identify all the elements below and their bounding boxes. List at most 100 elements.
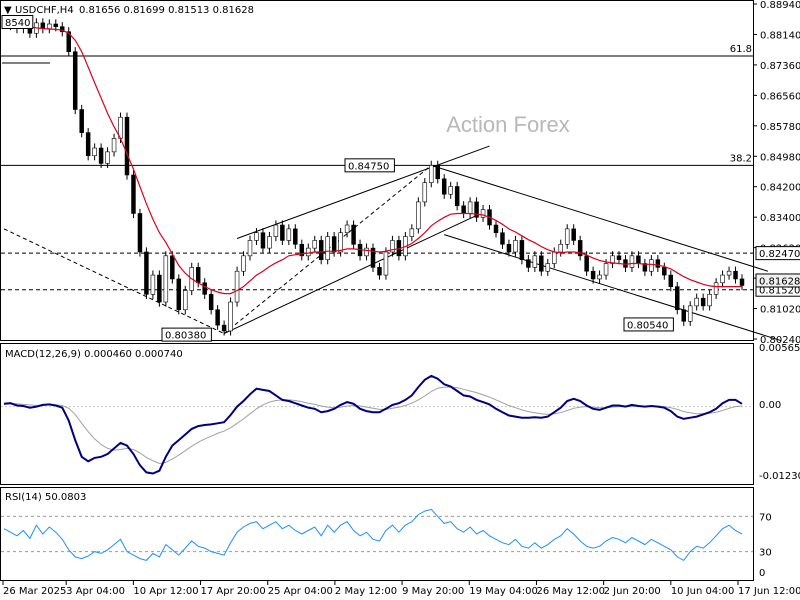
dashed-trend-left — [3, 228, 225, 335]
candle-body — [40, 22, 46, 29]
candle-body — [429, 165, 434, 183]
level-lines — [1, 55, 753, 291]
fib-61.8-label: 61.8 — [730, 44, 752, 55]
candle-body — [331, 236, 337, 253]
candle-body — [513, 240, 518, 253]
candle-body — [92, 147, 97, 157]
candle-body — [454, 186, 460, 207]
candle-body — [539, 255, 544, 272]
candle-body — [157, 274, 162, 303]
candle-body — [202, 282, 207, 295]
rsi-line — [3, 508, 743, 562]
x-tick-label: 10 Apr 12:00 — [133, 586, 198, 597]
candle-body — [629, 255, 635, 268]
candle-body — [577, 240, 583, 257]
candle-body — [131, 174, 136, 214]
macd-y-tick-label: 0.005659 — [759, 343, 800, 354]
price-panel-frame — [0, 0, 754, 341]
candle-body — [208, 294, 214, 311]
candle-body — [720, 274, 725, 284]
price-y-tick-label: 0.86560 — [760, 91, 800, 102]
rising-channel-upper — [236, 145, 490, 239]
falling-channel-upper — [431, 164, 769, 272]
rsi-group — [1, 508, 753, 562]
candle-body — [422, 182, 428, 203]
price-y-tick-label: 0.87360 — [760, 61, 800, 72]
x-tick-label: 26 May 12:00 — [536, 586, 605, 597]
candle-body — [649, 259, 654, 272]
candle-body — [636, 255, 641, 264]
rising-channel-lower — [223, 214, 477, 335]
price-y-tick-label: 0.85780 — [760, 122, 800, 133]
watermark: Action Forex — [446, 112, 570, 137]
level-0.81520-label: 0.81520 — [759, 286, 800, 297]
candle-body — [312, 240, 317, 249]
x-tick-label: 26 Mar 2025 — [3, 586, 66, 597]
candle-body — [60, 26, 65, 33]
sma-line-group — [3, 22, 742, 295]
macd-signal-line — [3, 386, 743, 465]
candle-body — [72, 51, 78, 110]
candle-body — [144, 251, 149, 295]
x-tick-label: 2 Jun 20:00 — [604, 586, 661, 597]
candle-body — [215, 309, 220, 326]
candle-body — [681, 309, 686, 322]
candle-body — [390, 240, 395, 253]
candle-body — [176, 278, 182, 311]
candle-body — [474, 201, 479, 218]
dropdown-arrow-icon[interactable]: ▼ — [4, 5, 12, 16]
candle-body — [318, 240, 324, 260]
candle-body — [461, 205, 466, 214]
price-y-tick-label: 0.84200 — [760, 183, 800, 194]
annotation-labels: 61.8 38.2 0.84750 0.80380 0.80540 8540 0.82470… — [1, 15, 800, 342]
candle-body — [694, 297, 699, 307]
price-y-tick-label: 0.88140 — [760, 30, 800, 41]
sma-line — [3, 22, 742, 295]
candle-body — [299, 243, 305, 257]
x-tick-label: 3 Apr 04:00 — [66, 586, 125, 597]
candle-body — [344, 224, 350, 234]
rsi-y-tick-label: 0 — [759, 568, 765, 579]
macd-group — [1, 374, 753, 475]
candle-body — [662, 267, 667, 276]
candle-body — [616, 255, 622, 260]
macd-y-tick-label: 0.00 — [759, 400, 781, 411]
candle-body — [260, 232, 266, 249]
x-tick-label: 25 Apr 04:00 — [268, 586, 333, 597]
candle-body — [66, 31, 71, 53]
candle-body — [370, 247, 376, 268]
rsi-label: RSI(14) 50.0803 — [5, 492, 86, 503]
macd-panel-frame — [0, 343, 754, 485]
level-0.81628-label-box — [755, 273, 800, 288]
candle-body — [610, 255, 615, 264]
candle-body — [571, 228, 576, 241]
candles — [1, 18, 745, 336]
candle-body — [590, 270, 596, 280]
candle-body — [221, 324, 227, 332]
candle-body — [267, 236, 272, 249]
price-y-tick-label: 0.88940 — [760, 0, 800, 11]
candle-body — [493, 224, 499, 234]
low2-price-label-box — [623, 317, 674, 332]
candle-body — [150, 274, 156, 295]
rsi-y-tick-label: 30 — [759, 548, 772, 559]
candle-body — [416, 201, 421, 230]
candle-body — [170, 255, 175, 280]
candle-body — [241, 255, 246, 272]
candle-body — [675, 286, 680, 311]
candle-body — [687, 305, 693, 322]
candle-body — [603, 263, 609, 276]
candle-body — [124, 116, 130, 176]
level-0.82470-label-box — [755, 246, 800, 261]
price-y-tick-label: 0.83400 — [760, 213, 800, 224]
candle-body — [163, 255, 169, 303]
rsi-panel-frame — [0, 487, 754, 581]
candle-body — [79, 109, 84, 133]
x-tick-label: 17 Apr 20:00 — [201, 586, 266, 597]
candle-body — [532, 255, 538, 268]
symbol-label: USDCHF,H4 — [15, 5, 74, 16]
candle-body — [53, 23, 59, 28]
candle-body — [98, 147, 104, 164]
